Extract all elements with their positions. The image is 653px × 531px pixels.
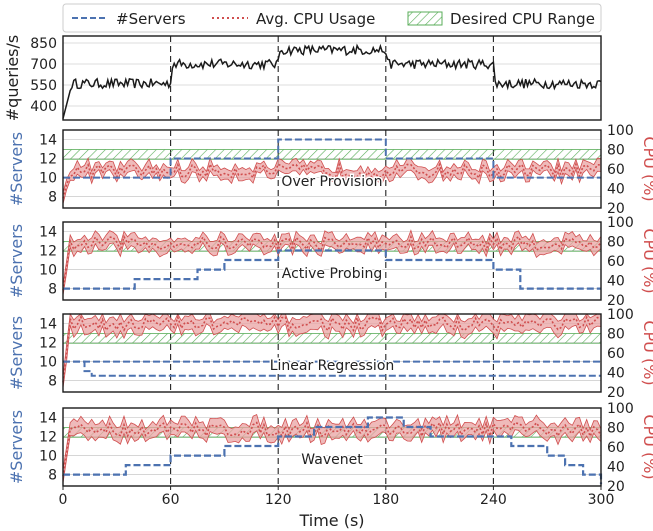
x-axis: 0 60 120 180 240 300 [59, 486, 615, 508]
legend-desired-label: Desired CPU Range [450, 10, 595, 28]
panel-label: Active Probing [282, 266, 383, 282]
y-axis-label-left: #Servers [7, 410, 26, 484]
panel-3: 8 10 12 14 20 40 60 80 100 Linear Regression #Serv… [7, 307, 653, 401]
y-tick-label-left: 14 [39, 225, 57, 241]
x-tick-label: 120 [265, 492, 292, 508]
y-tick-label-left: 14 [39, 133, 57, 149]
y-tick-label: 850 [30, 36, 57, 52]
y-tick-label-left: 10 [39, 171, 57, 187]
servers-line [63, 416, 603, 485]
y-tick-label-right: 100 [607, 401, 634, 417]
y-tick-label-left: 8 [48, 374, 57, 390]
y-axis-label: #queries/s [3, 35, 22, 121]
plot-frame [62, 221, 602, 301]
y-axis-label-left: #Servers [7, 132, 26, 206]
panel-label: Linear Regression [270, 358, 395, 374]
y-tick-label-left: 12 [39, 336, 57, 352]
y-tick-label-right: 60 [607, 440, 625, 456]
plot-frame [62, 129, 602, 209]
cpu-line [62, 314, 602, 383]
y-tick-label-right: 20 [607, 293, 625, 309]
y-tick-label-right: 40 [607, 274, 625, 290]
plot-frame [62, 407, 602, 487]
x-tick-label: 240 [480, 492, 507, 508]
y-tick-label-left: 12 [39, 244, 57, 260]
desired-cpu-range [62, 333, 602, 344]
y-tick-label-right: 60 [607, 346, 625, 362]
y-tick-label: 550 [30, 78, 57, 94]
y-tick-label-right: 40 [607, 182, 625, 198]
y-tick-label-right: 80 [607, 421, 625, 437]
servers-line-secondary [63, 360, 601, 377]
y-tick-label-right: 80 [607, 143, 625, 159]
panels: 400 550 700 850 #queries/s 8 10 12 14 20 40 60 80 100… [3, 35, 653, 495]
cpu-line [62, 161, 602, 199]
y-tick-label-left: 12 [39, 430, 57, 446]
legend-cpu-label: Avg. CPU Usage [256, 10, 375, 28]
x-tick-label: 180 [372, 492, 399, 508]
y-tick-label-left: 8 [48, 190, 57, 206]
queries-line [62, 43, 602, 119]
desired-cpu-range [62, 149, 602, 160]
y-tick-label-right: 20 [607, 479, 625, 495]
y-tick-label-right: 20 [607, 201, 625, 217]
y-tick-label-right: 100 [607, 307, 634, 323]
servers-line [63, 249, 601, 290]
panel-4: 8 10 12 14 20 40 60 80 100 Wavenet #Servers CPU (%) [7, 401, 653, 495]
y-axis-label-left: #Servers [7, 224, 26, 298]
legend: #Servers Avg. CPU Usage Desired CPU Rang… [62, 3, 602, 33]
y-tick-label-left: 14 [39, 411, 57, 427]
x-tick-label: 300 [588, 492, 615, 508]
legend-servers-label: #Servers [116, 10, 186, 28]
cpu-line [62, 234, 602, 291]
y-axis-label-right: CPU (%) [640, 414, 653, 479]
y-axis-label-right: CPU (%) [640, 320, 653, 385]
y-tick-label-left: 14 [39, 317, 57, 333]
y-tick-label-right: 40 [607, 460, 625, 476]
y-tick-label-left: 8 [48, 468, 57, 484]
panel-2: 8 10 12 14 20 40 60 80 100 Active Probing #Servers… [7, 215, 653, 309]
y-tick-label-right: 60 [607, 254, 625, 270]
x-axis-label: Time (s) [298, 511, 364, 530]
y-tick-label-left: 10 [39, 449, 57, 465]
y-tick-label-right: 80 [607, 327, 625, 343]
y-axis-label-left: #Servers [7, 316, 26, 390]
panel-label: Wavenet [301, 452, 363, 468]
panel-0: 400 550 700 850 #queries/s [3, 35, 602, 121]
y-tick-label-right: 60 [607, 162, 625, 178]
y-tick-label-right: 100 [607, 215, 634, 231]
y-tick-label-left: 10 [39, 355, 57, 371]
y-tick-label-right: 40 [607, 366, 625, 382]
x-tick-label: 60 [162, 492, 180, 508]
y-tick-label-right: 80 [607, 235, 625, 251]
y-tick-label-left: 10 [39, 263, 57, 279]
x-tick-label: 0 [59, 492, 68, 508]
plot-frame [62, 35, 602, 121]
y-tick-label-right: 20 [607, 385, 625, 401]
y-tick-label-left: 8 [48, 282, 57, 298]
y-tick-label: 400 [30, 99, 57, 115]
panel-label: Over Provision [281, 174, 382, 190]
y-axis-label-right: CPU (%) [640, 136, 653, 201]
legend-desired-swatch [407, 11, 443, 26]
plot-frame [62, 313, 602, 393]
y-axis-label-right: CPU (%) [640, 228, 653, 293]
y-tick-label-right: 100 [607, 123, 634, 139]
panel-1: 8 10 12 14 20 40 60 80 100 Over Provision #Servers… [7, 123, 653, 217]
y-tick-label-left: 12 [39, 152, 57, 168]
y-tick-label: 700 [30, 57, 57, 73]
